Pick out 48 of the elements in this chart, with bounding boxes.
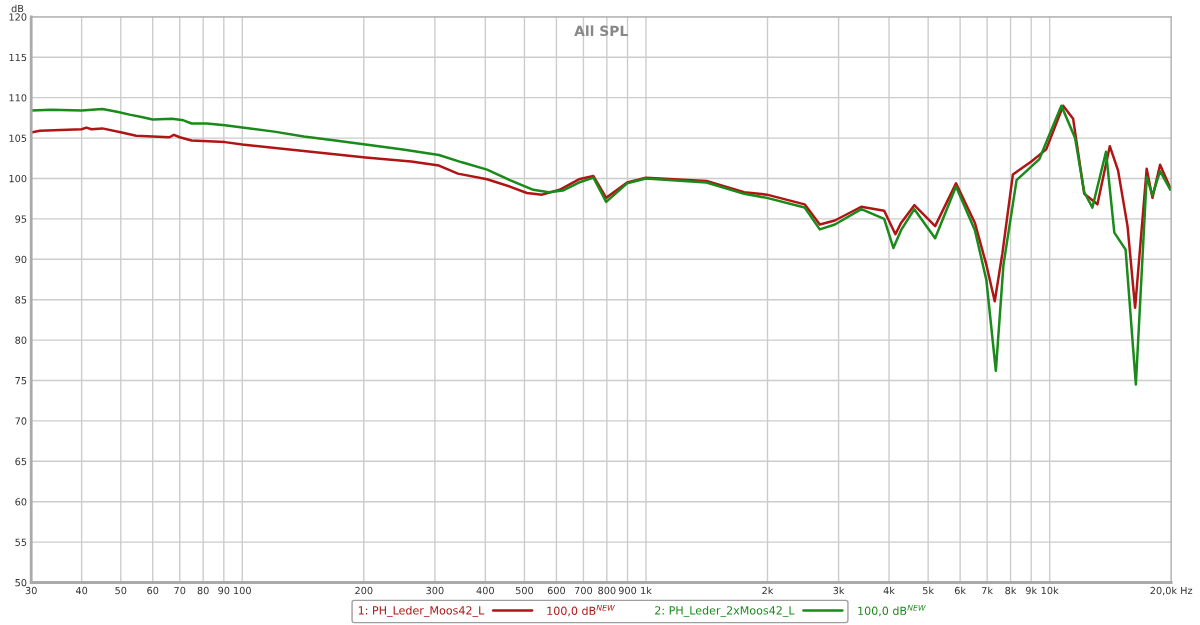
- y-tick-label: 105: [9, 134, 27, 142]
- x-tick-label: 70: [174, 586, 186, 595]
- y-tick-label: 90: [15, 255, 27, 264]
- y-tick-label: 115: [9, 53, 27, 62]
- x-tick-label: 500: [515, 586, 534, 595]
- legend-label: 2: PH_Leder_2xMoos42_L: [655, 605, 795, 618]
- x-tick-label: 5k: [922, 586, 935, 595]
- x-tick-label: 800: [598, 586, 616, 595]
- x-tick-label: 700: [574, 586, 593, 595]
- x-tick-label: 20,0k Hz: [1150, 586, 1193, 596]
- legend-label: 1: PH_Leder_Moos42_L: [358, 605, 485, 618]
- x-tick-label: 50: [115, 586, 127, 595]
- x-tick-label: 40: [75, 586, 88, 595]
- y-axis-title: dB: [11, 4, 24, 13]
- y-tick-label: 110: [9, 94, 27, 102]
- x-tick-label: 300: [426, 586, 444, 595]
- x-tick-label: 60: [147, 586, 159, 595]
- x-tick-label: 8k: [1005, 586, 1017, 595]
- y-tick-label: 85: [15, 296, 27, 304]
- x-tick-label: 9k: [1025, 586, 1038, 595]
- y-tick-label: 65: [15, 457, 27, 466]
- x-tick-label: 30: [25, 586, 37, 595]
- x-tick-label: 4k: [883, 586, 895, 595]
- y-tick-label: 70: [15, 417, 27, 425]
- x-tick-label: 6k: [954, 586, 966, 595]
- x-tick-label: 400: [476, 586, 494, 595]
- x-tick-label: 2k: [762, 586, 774, 595]
- y-tick-label: 80: [15, 336, 27, 344]
- chart-title: All SPL: [574, 25, 628, 37]
- x-tick-label: 80: [197, 586, 209, 595]
- x-tick-label: 90: [218, 586, 230, 595]
- x-tick-label: 3k: [833, 586, 845, 595]
- x-tick-label: 900: [618, 586, 637, 595]
- y-tick-label: 75: [15, 377, 27, 385]
- x-tick-label: 600: [547, 586, 566, 595]
- text: 100,0 dB$^{NEW}$: [547, 604, 615, 617]
- x-tick-label: 10k: [1041, 586, 1059, 595]
- x-tick-label: 7k: [982, 586, 994, 595]
- x-tick-label: 100: [234, 586, 251, 595]
- x-tick-label: 1k: [641, 586, 652, 595]
- y-tick-label: 100: [9, 174, 27, 183]
- y-tick-label: 50: [15, 578, 27, 587]
- y-tick-label: 95: [15, 215, 27, 223]
- x-tick-label: 200: [355, 586, 373, 595]
- y-tick-label: 55: [15, 538, 27, 546]
- y-tick-label: 60: [15, 498, 27, 506]
- y-tick-label: 120: [9, 13, 27, 21]
- text: 100,0 dB$^{NEW}$: [858, 604, 926, 617]
